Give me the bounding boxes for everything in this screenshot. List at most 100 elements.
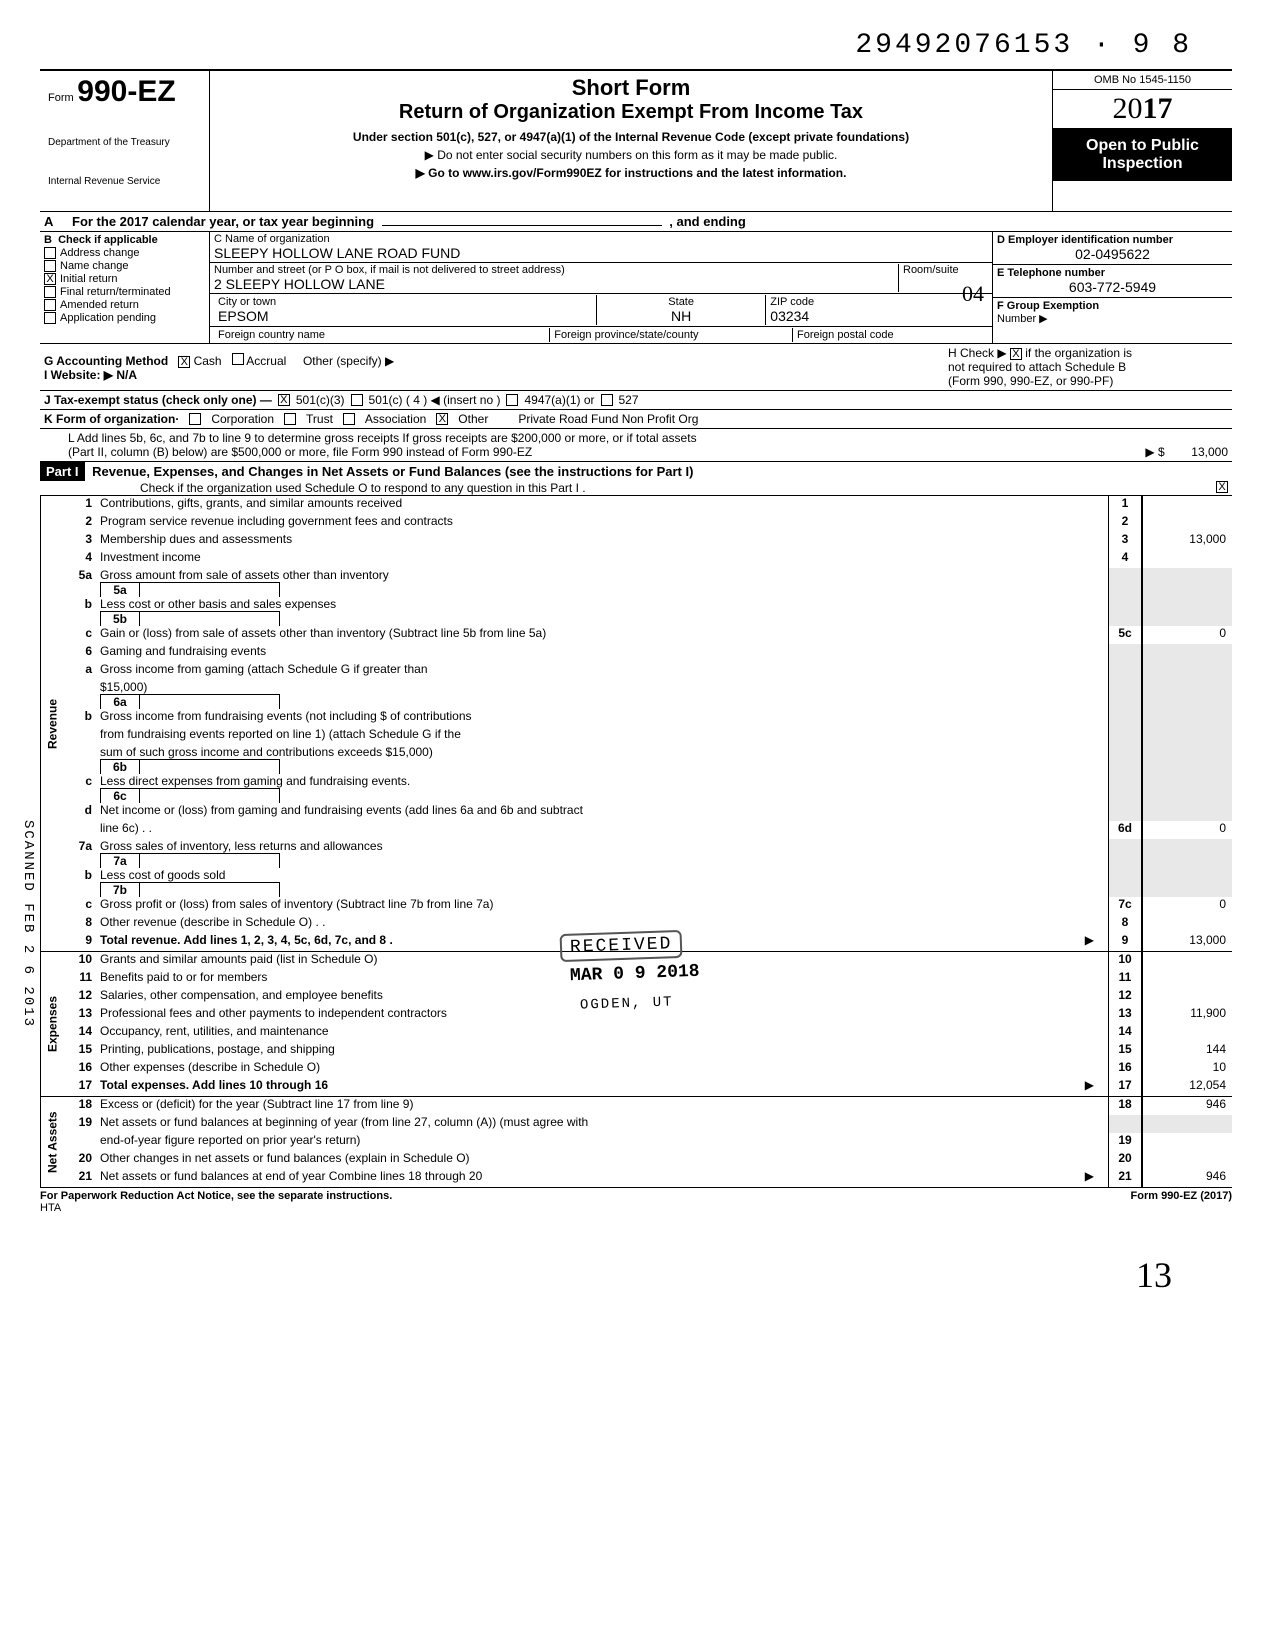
bs5b bbox=[1108, 597, 1142, 626]
city-label: City or town bbox=[218, 296, 592, 308]
chk-assoc[interactable] bbox=[343, 413, 355, 425]
chk-amended[interactable] bbox=[44, 299, 56, 311]
t6a: Gross income from gaming (attach Schedul… bbox=[100, 662, 1108, 680]
v20 bbox=[1142, 1151, 1232, 1169]
v6d: 0 bbox=[1142, 821, 1232, 839]
chk-cash[interactable]: X bbox=[178, 356, 190, 368]
t5b: Less cost or other basis and sales expen… bbox=[100, 597, 1108, 626]
iv7a bbox=[140, 853, 280, 868]
chk-final-return[interactable] bbox=[44, 286, 56, 298]
n10: 10 bbox=[64, 952, 100, 970]
chk-accrual[interactable] bbox=[232, 353, 244, 365]
t19b: end-of-year figure reported on prior yea… bbox=[100, 1133, 1108, 1151]
part1-sub: Check if the organization used Schedule … bbox=[140, 481, 586, 495]
n1: 1 bbox=[64, 496, 100, 514]
v9: 13,000 bbox=[1142, 933, 1232, 951]
chk-trust[interactable] bbox=[284, 413, 296, 425]
vs6c bbox=[1142, 774, 1232, 803]
vs6a1 bbox=[1142, 662, 1232, 680]
lbl-corp: Corporation bbox=[211, 412, 274, 426]
line-b-label: B bbox=[44, 234, 52, 246]
chk-501c3[interactable]: X bbox=[278, 394, 290, 406]
chk-address-change[interactable] bbox=[44, 247, 56, 259]
h-text2: if the organization is bbox=[1025, 346, 1132, 360]
bs6b1 bbox=[1108, 709, 1142, 727]
bs7b bbox=[1108, 868, 1142, 897]
chk-pending[interactable] bbox=[44, 312, 56, 324]
dept-treasury: Department of the Treasury bbox=[48, 137, 201, 148]
netassets-section: Net Assets 18Excess or (deficit) for the… bbox=[40, 1097, 1232, 1188]
t6b3: sum of such gross income and contributio… bbox=[100, 745, 1108, 774]
fprov-label: Foreign province/state/county bbox=[554, 329, 698, 341]
n7b: b bbox=[64, 868, 100, 897]
zip-label: ZIP code bbox=[770, 296, 984, 308]
chk-501c[interactable] bbox=[351, 394, 363, 406]
page-footer: For Paperwork Reduction Act Notice, see … bbox=[40, 1188, 1232, 1214]
col-def: D Employer identification number 02-0495… bbox=[992, 232, 1232, 343]
t21: Net assets or fund balances at end of ye… bbox=[100, 1169, 1108, 1187]
iv6a bbox=[140, 694, 280, 709]
vs6a2 bbox=[1142, 680, 1232, 709]
t8: Other revenue (describe in Schedule O) .… bbox=[100, 915, 1108, 933]
t7b: Less cost of goods sold7b bbox=[100, 868, 1108, 897]
v10 bbox=[1142, 952, 1232, 970]
lbl-name-change: Name change bbox=[60, 260, 129, 272]
right-cell: OMB No 1545-1150 2017 Open to Public Ins… bbox=[1052, 71, 1232, 211]
addr-label: Number and street (or P O box, if mail i… bbox=[214, 264, 898, 276]
chk-4947[interactable] bbox=[506, 394, 518, 406]
t19: Net assets or fund balances at beginning… bbox=[100, 1115, 1108, 1133]
n4: 4 bbox=[64, 550, 100, 568]
n21: 21 bbox=[64, 1169, 100, 1187]
c-label: C Name of organization bbox=[214, 233, 988, 245]
t5c: Gain or (loss) from sale of assets other… bbox=[100, 626, 1108, 644]
chk-527[interactable] bbox=[601, 394, 613, 406]
v3: 13,000 bbox=[1142, 532, 1232, 550]
chk-other-org[interactable]: X bbox=[436, 413, 448, 425]
v5c: 0 bbox=[1142, 626, 1232, 644]
b5c: 5c bbox=[1108, 626, 1142, 644]
line-ghi: G Accounting Method X Cash Accrual Other… bbox=[40, 344, 1232, 391]
chk-name-change[interactable] bbox=[44, 260, 56, 272]
n7c: c bbox=[64, 897, 100, 915]
iv5b bbox=[140, 611, 280, 626]
line-l: L Add lines 5b, 6c, and 7b to line 9 to … bbox=[40, 429, 1232, 461]
chk-corp[interactable] bbox=[189, 413, 201, 425]
form-id-cell: Form 990-EZ Department of the Treasury I… bbox=[40, 71, 210, 211]
n5a: 5a bbox=[64, 568, 100, 597]
t14: Occupancy, rent, utilities, and maintena… bbox=[100, 1024, 1108, 1042]
block-bcdef: B Check if applicable Address change Nam… bbox=[40, 232, 1232, 344]
vs6 bbox=[1142, 644, 1232, 662]
t1: Contributions, gifts, grants, and simila… bbox=[100, 496, 1108, 514]
vs6b3 bbox=[1142, 745, 1232, 774]
n3: 3 bbox=[64, 532, 100, 550]
ib5a: 5a bbox=[100, 582, 140, 597]
chk-h[interactable]: X bbox=[1010, 348, 1022, 360]
expenses-label: Expenses bbox=[40, 952, 64, 1096]
form-header: Form 990-EZ Department of the Treasury I… bbox=[40, 69, 1232, 212]
n7a: 7a bbox=[64, 839, 100, 868]
b16: 16 bbox=[1108, 1060, 1142, 1078]
v18: 946 bbox=[1142, 1097, 1232, 1115]
v21: 946 bbox=[1142, 1169, 1232, 1187]
n14: 14 bbox=[64, 1024, 100, 1042]
b20: 20 bbox=[1108, 1151, 1142, 1169]
d-label: D Employer identification number bbox=[997, 234, 1173, 246]
t5a: Gross amount from sale of assets other t… bbox=[100, 568, 1108, 597]
lbl-527: 527 bbox=[619, 393, 639, 407]
org-name: SLEEPY HOLLOW LANE ROAD FUND bbox=[214, 245, 988, 261]
bs5a bbox=[1108, 568, 1142, 597]
b17: 17 bbox=[1108, 1078, 1142, 1096]
v12 bbox=[1142, 988, 1232, 1006]
v7c: 0 bbox=[1142, 897, 1232, 915]
n6c: c bbox=[64, 774, 100, 803]
chk-part1-scheduleO[interactable]: X bbox=[1216, 481, 1228, 493]
e-label: E Telephone number bbox=[997, 267, 1105, 279]
lbl-4947: 4947(a)(1) or bbox=[524, 393, 594, 407]
n6d: d bbox=[64, 803, 100, 821]
b1: 1 bbox=[1108, 496, 1142, 514]
l-text2: (Part II, column (B) below) are $500,000… bbox=[68, 445, 532, 459]
bs6b3 bbox=[1108, 745, 1142, 774]
public-line2: Inspection bbox=[1057, 155, 1228, 173]
chk-initial-return[interactable]: X bbox=[44, 273, 56, 285]
n12: 12 bbox=[64, 988, 100, 1006]
